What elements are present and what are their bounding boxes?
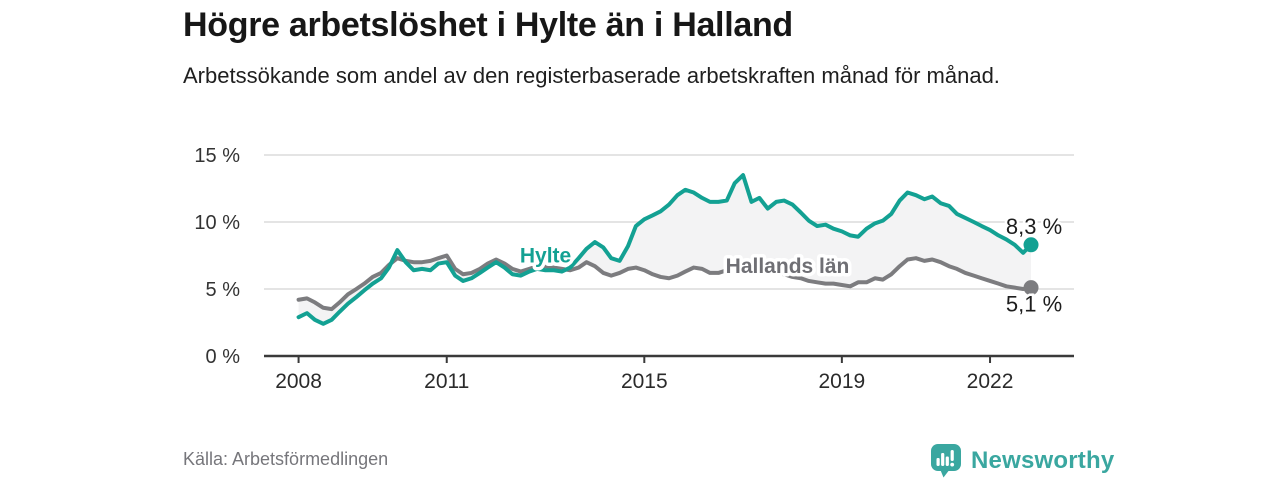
source-note: Källa: Arbetsförmedlingen bbox=[183, 449, 389, 469]
line-chart: 0 % 5 % 10 % 15 % 2008 2011 2015 2019 2022 Hylte H… bbox=[172, 138, 1092, 398]
series-end-dot-hallands-län bbox=[1023, 280, 1039, 296]
line-chart-svg: 0 % 5 % 10 % 15 % 2008 2011 2015 2019 2022 Hylte H… bbox=[194, 145, 1074, 393]
chart-subtitle: Arbetssökande som andel av den registerb… bbox=[183, 63, 1000, 88]
x-axis-tick-label: 2008 bbox=[275, 370, 322, 393]
y-axis-tick-label: 5 % bbox=[206, 279, 241, 301]
x-axis-tick-label: 2022 bbox=[967, 370, 1014, 393]
series-line-hallands-län bbox=[296, 253, 1034, 312]
chart-title: Högre arbetslöshet i Hylte än i Halland bbox=[183, 6, 793, 44]
newsworthy-bubble-chart-icon bbox=[931, 444, 961, 478]
end-value-label-hylte: 8,3 % bbox=[1006, 214, 1062, 239]
x-axis-tick-label: 2015 bbox=[621, 370, 668, 393]
x-axis-tick-label: 2011 bbox=[424, 370, 469, 393]
y-axis-tick-label: 15 % bbox=[194, 145, 240, 167]
y-axis-tick-label: 10 % bbox=[194, 212, 240, 234]
end-value-label-hallands-lan: 5,1 % bbox=[1006, 292, 1062, 317]
x-axis-tick-label: 2019 bbox=[819, 370, 866, 393]
series-end-dot-hylte bbox=[1023, 237, 1039, 253]
series-label-hylte: Hylte bbox=[520, 244, 571, 267]
y-axis-tick-label: 0 % bbox=[206, 346, 241, 368]
series-label-hallands-län: Hallands län bbox=[726, 255, 850, 278]
area-between-series bbox=[298, 175, 1032, 324]
chart-header: Högre arbetslöshet i Hylte än i Halland … bbox=[183, 4, 1163, 91]
series-line-hylte bbox=[296, 173, 1034, 326]
newsworthy-logo[interactable]: Newsworthy bbox=[929, 443, 1114, 479]
newsworthy-wordmark: Newsworthy bbox=[971, 447, 1115, 474]
